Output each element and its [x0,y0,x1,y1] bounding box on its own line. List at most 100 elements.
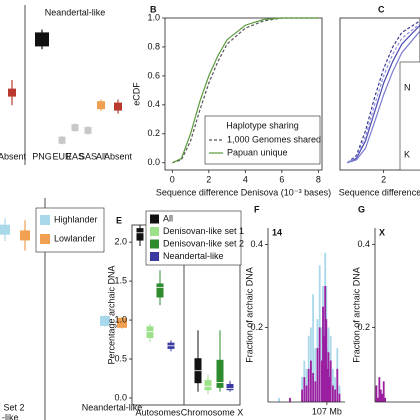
legend-swatch [150,227,159,236]
x-tick-label: Absent [0,151,27,161]
y-axis-label: Fraction of archaic DNA [244,267,254,363]
x-tick-label: 8 [316,174,321,184]
y-tick-label: 1.0 [114,314,127,324]
bar [327,352,330,402]
bar [325,319,328,402]
bar [336,368,339,402]
box [156,283,164,298]
plot-frame [339,17,420,171]
chromosome-label: 14 [272,227,282,237]
y-tick-label: 0.4 [147,99,160,109]
bar [278,397,280,402]
legend-box [399,61,420,171]
legend-label: Denisovan-like set 2 [163,238,244,248]
y-axis-label: eCDF [131,82,141,106]
bar [289,397,291,402]
bar [324,286,327,402]
legend-label: Highlander [54,214,98,224]
y-tick-label: 1.5 [114,275,127,285]
point [8,88,16,97]
series-line [346,23,420,164]
bar [322,306,324,402]
x-tick-label: Chromosome X [181,407,244,417]
y-tick-label: 0.0 [114,392,127,402]
y-tick-label: 0.4 [250,239,263,249]
box [204,380,212,391]
point [97,101,105,110]
panel-letter: C [378,4,385,14]
point [114,102,122,111]
bar [305,385,308,402]
bar [312,373,314,402]
panel-letter: F [254,204,260,214]
box [136,228,144,241]
x-tick-label: Set 2 [3,402,24,412]
bar [321,360,323,402]
box [226,383,234,391]
x-axis-label: Sequence difference Denisova (10⁻³ bases… [156,187,331,197]
point [20,230,30,241]
bar [328,377,331,402]
x-tick-label: 0 [170,174,175,184]
bar [382,381,385,402]
point [58,136,66,144]
x-tick-label: SAS [79,151,97,161]
bar [307,368,310,402]
x-tick-label: 4 [243,174,248,184]
bar [312,294,314,402]
y-tick-label: 0.4 [357,239,370,249]
series-line [347,24,420,164]
bar [332,385,334,402]
bar [314,381,317,402]
point [117,317,127,328]
y-tick-label: 0.8 [147,41,160,51]
legend-swatch [40,234,50,244]
x-tick-label: Autosomes [135,407,181,417]
y-tick-label: 2.0 [114,237,127,247]
x-axis-label: Sequence difference [339,187,420,197]
bar [310,360,312,402]
y-tick-label: 0.2 [250,322,263,332]
bar [318,327,321,402]
bar [379,389,382,402]
legend-label: All [163,213,173,223]
bar [314,348,317,402]
panel-letter: B [150,4,157,14]
series-line [172,17,319,164]
point [84,126,92,134]
bar [338,393,341,402]
bar [329,360,332,402]
bar [334,389,336,402]
bar [316,348,319,402]
bar [303,377,306,402]
legend-label: Denisovan-like set 1 [163,226,244,236]
legend-label: 1,000 Genomes shared [227,134,321,144]
plot-frame [164,17,323,171]
x-tick-label: 2 [381,174,386,184]
series-line [346,20,420,164]
series-line [347,30,420,164]
y-axis-label: Percentage archaic DNA [106,265,116,364]
x-tick-label: Neandertal-like [82,402,143,412]
x-tick-label: All [96,151,106,161]
chromosome-label: X [379,227,385,237]
panel-title: Neandertal-like [45,7,106,17]
text-fragment: -like [2,412,19,420]
x-tick-label: Absent [104,151,133,161]
legend-box [145,210,242,266]
bar [377,397,379,402]
bar [301,377,303,402]
panel-letter: E [116,215,122,225]
x-tick-label: 6 [279,174,284,184]
point [0,224,10,235]
bar [323,335,325,402]
panel-letter: G [358,204,365,214]
legend-swatch [40,215,50,225]
x-tick-label: EUR [52,151,72,161]
bar [384,397,387,402]
y-axis-label: Fraction of archaic DNA [351,267,361,363]
bar [301,389,303,402]
bar [381,393,384,402]
legend-label: Neandertal-like [163,251,224,261]
